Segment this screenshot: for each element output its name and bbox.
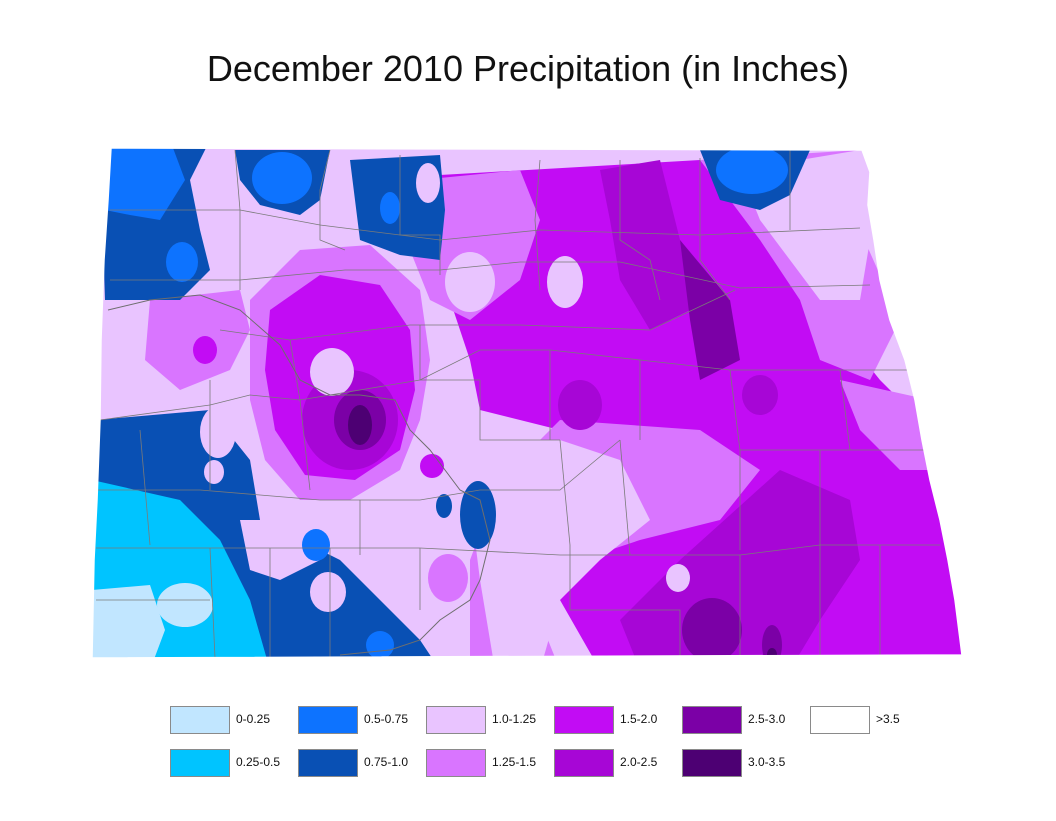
zone-1.0-1.25-north-island: [547, 256, 583, 308]
zone-0.5-0.75-north-2: [380, 192, 400, 224]
zone-0-0.25-sw-2: [157, 583, 213, 627]
legend-label: 0-0.25: [236, 712, 271, 726]
zone-2.5-3.0-north: [680, 240, 740, 380]
zone-2.5-3.0-southeast-2: [762, 625, 782, 658]
legend-label: 0.75-1.0: [364, 755, 409, 769]
zone-1.0-1.25-north-island-2: [445, 252, 495, 312]
legend-swatch: [810, 706, 870, 734]
legend-swatch: [682, 706, 742, 734]
legend-swatch: [554, 749, 614, 777]
zone-1.0-1.25-island: [310, 348, 354, 396]
legend-swatch: [426, 749, 486, 777]
zone-2.0-2.5-east: [742, 375, 778, 415]
zone-1.5-2.0-west: [193, 336, 217, 364]
zone-2.0-2.5-north: [600, 160, 690, 330]
zone-0.5-0.75-nw: [100, 148, 185, 220]
zone-1.0-1.25-sw-island-2: [204, 460, 224, 484]
zone-3.0-3.5-westcentral: [348, 405, 372, 445]
zone-1.0-1.25-se-island: [666, 564, 690, 592]
legend-swatch: [170, 706, 230, 734]
zone-0-0.25-sw: [92, 585, 165, 658]
zone-1.5-2.0-sc-island: [420, 454, 444, 478]
zone-0.5-0.75-nw-2: [166, 242, 198, 282]
legend-swatch: [682, 749, 742, 777]
legend-label: 0.5-0.75: [364, 712, 409, 726]
zone-1.25-1.5-sc-island: [428, 554, 468, 602]
legend-swatch: [298, 749, 358, 777]
state-outline: [91, 147, 963, 659]
zone-2.5-3.0-southeast: [682, 598, 742, 658]
zone-1.0-1.25-sw-band: [240, 520, 320, 580]
zone-0.5-0.75-sw-2: [366, 631, 394, 658]
zone-2.0-2.5-central: [558, 380, 602, 430]
legend-label: >3.5: [876, 712, 900, 726]
zone-0.5-0.75-sw-1: [302, 529, 330, 561]
legend-swatch: [426, 706, 486, 734]
legend-label: 1.5-2.0: [620, 712, 658, 726]
legend-swatch: [298, 706, 358, 734]
zone-0.5-0.75-north-3: [716, 148, 788, 194]
precip-surface: [92, 148, 962, 658]
legend: 0-0.25 0.25-0.5 0.5-0.75 0.75-1.0 1.0-1.25 1.…: [170, 706, 900, 777]
zone-1.0-1.25-north-2-island: [416, 163, 440, 203]
legend-label: 3.0-3.5: [748, 755, 786, 769]
map-title: December 2010 Precipitation (in Inches): [206, 48, 850, 89]
zone-0.75-1.0-central-south-2: [436, 494, 452, 518]
river-line: [107, 294, 491, 656]
legend-label: 2.0-2.5: [620, 755, 658, 769]
legend-label: 1.0-1.25: [492, 712, 537, 726]
legend-label: 0.25-0.5: [236, 755, 281, 769]
county-boundaries: [96, 149, 940, 658]
legend-swatch: [170, 749, 230, 777]
zone-1.0-1.25-sw-island-3: [310, 572, 346, 612]
zone-1.0-1.25-sw-island: [200, 406, 236, 458]
legend-label: 1.25-1.5: [492, 755, 537, 769]
zone-0.75-1.0-central-south: [460, 481, 496, 549]
legend-label: 2.5-3.0: [748, 712, 786, 726]
legend-swatch: [554, 706, 614, 734]
zone-0.5-0.75-north-1: [252, 152, 312, 204]
